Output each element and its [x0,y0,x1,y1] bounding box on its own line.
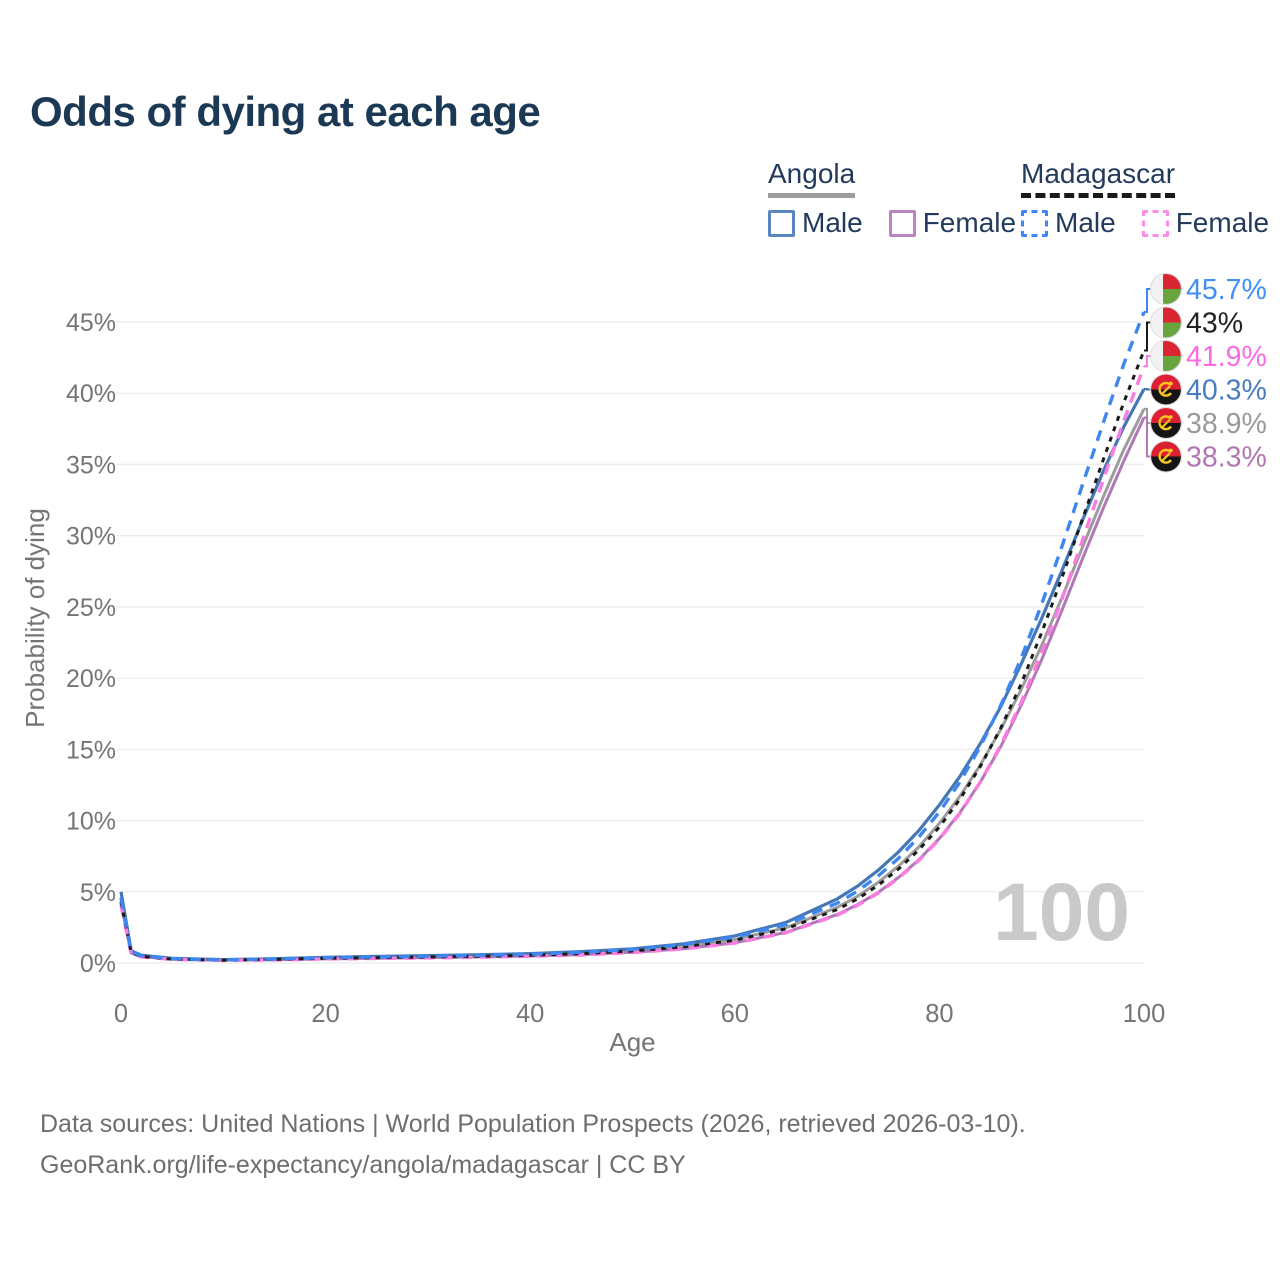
mg-green-panel [1163,356,1181,371]
ao-red-panel [1151,408,1181,423]
legend-item-angola-female[interactable]: Female [888,207,1017,239]
y-tick-45: 45% [66,309,116,337]
page-title: Odds of dying at each age [30,88,541,135]
end-connector-madagascar-male [1144,288,1152,313]
ao-red-panel [1151,374,1181,390]
ao-emblem-gear [1158,381,1172,397]
x-tick-100: 100 [1123,1000,1166,1028]
legend-label-angola-male: Male [802,207,863,238]
ao-emblem-gear [1158,448,1172,464]
end-label-angola-both: 38.9% [1186,408,1267,440]
legend-group-angola: Angola Male Female [768,158,1016,239]
legend-group-madagascar: Madagascar Male Female [1021,158,1269,239]
y-tick-25: 25% [66,594,116,622]
curve-angola-both[interactable] [119,408,1146,962]
legend-box-madagascar-male[interactable] [1021,209,1048,237]
curve-angola-male[interactable] [119,388,1146,962]
ao-emblem-machete [1160,418,1171,429]
legend-box-madagascar-female[interactable] [1141,209,1169,237]
ao-red-panel [1151,441,1181,457]
ao-emblem-star [1168,415,1173,419]
flag-border [1150,407,1182,439]
y-tick-15: 15% [66,736,116,764]
mg-red-panel [1163,274,1181,289]
mg-green-panel [1163,322,1181,338]
legend-label-madagascar-male: Male [1055,207,1116,238]
legend-angola-title: Angola [768,158,856,198]
ao-emblem-gear [1158,415,1172,431]
end-connector-angola-both [1144,407,1152,424]
end-connector-angola-male [1144,388,1152,391]
curve-madagascar-male[interactable] [119,311,1146,962]
flag-angola-icon [1151,374,1181,405]
flag-madagascar-icon [1151,307,1181,338]
end-connector-madagascar-female [1144,355,1152,368]
legend-madagascar-items: Male Female [1021,207,1269,239]
ao-emblem-machete [1160,452,1171,463]
flag-border [1150,440,1182,473]
footer-sources-line: Data sources: United Nations | World Pop… [40,1110,1026,1138]
y-tick-30: 30% [66,523,116,551]
y-tick-40: 40% [66,380,116,408]
curve-angola-female[interactable] [119,416,1146,962]
y-axis-title: Probability of dying [20,508,50,728]
x-tick-80: 80 [925,1000,953,1028]
legend-angola-name: Angola [768,158,856,189]
flag-border [1150,340,1182,372]
legend-box-angola-female[interactable] [888,209,916,237]
mg-red-panel [1163,307,1181,323]
x-tick-40: 40 [516,1000,544,1028]
y-tick-0: 0% [80,950,116,978]
y-tick-35: 35% [66,451,116,479]
legend-underline-madagascar [1021,193,1176,198]
legend-label-angola-female: Female [922,207,1017,238]
legend-item-angola-male[interactable]: Male [768,207,863,239]
end-connector-angola-female [1144,416,1152,458]
ao-black-panel [1151,456,1181,472]
footer: Data sources: United Nations | World Pop… [40,1104,1026,1186]
flag-border [1150,273,1182,305]
end-label-madagascar-both: 43% [1186,308,1243,340]
legend-underline-angola [768,193,856,198]
flag-angola-icon [1151,408,1181,438]
legend-angola-items: Male Female [768,207,1016,239]
line-chart[interactable]: 0% 5% 10% 15% 20% 25% 30% 35% 40% 45% 0 20 40 60 80 100… [0,250,1280,1090]
curve-madagascar-both[interactable] [119,349,1146,962]
legend-madagascar-title: Madagascar [1021,158,1176,198]
x-tick-0: 0 [114,1000,128,1028]
end-connector-madagascar-both [1144,321,1152,352]
legend-item-madagascar-female[interactable]: Female [1141,207,1270,239]
y-tick-20: 20% [66,665,116,693]
x-axis-title: Age [609,1027,655,1057]
ao-emblem-machete [1160,385,1171,396]
y-tick-5: 5% [80,879,116,907]
end-label-angola-male: 40.3% [1186,375,1267,407]
end-label-madagascar-male: 45.7% [1186,274,1267,306]
ao-emblem-star [1168,448,1173,453]
flag-border [1150,306,1182,339]
ao-black-panel [1151,423,1181,438]
watermark-age: 100 [993,867,1130,958]
x-tick-20: 20 [311,1000,339,1028]
legend-label-madagascar-female: Female [1175,207,1270,238]
x-tick-60: 60 [721,1000,749,1028]
legend-item-madagascar-male[interactable]: Male [1021,207,1116,239]
mg-red-panel [1163,341,1181,356]
flag-angola-icon [1151,441,1181,472]
mg-green-panel [1163,289,1181,304]
end-label-madagascar-female: 41.9% [1186,341,1267,373]
legend-box-angola-male[interactable] [768,209,795,237]
footer-attribution-line: GeoRank.org/life-expectancy/angola/madag… [40,1151,686,1179]
ao-emblem-star [1168,381,1173,386]
y-tick-10: 10% [66,808,116,836]
ao-black-panel [1151,389,1181,405]
flag-border [1150,373,1182,406]
curve-madagascar-female[interactable] [119,365,1146,963]
end-label-angola-female: 38.3% [1186,442,1267,474]
legend-madagascar-name: Madagascar [1021,158,1176,189]
